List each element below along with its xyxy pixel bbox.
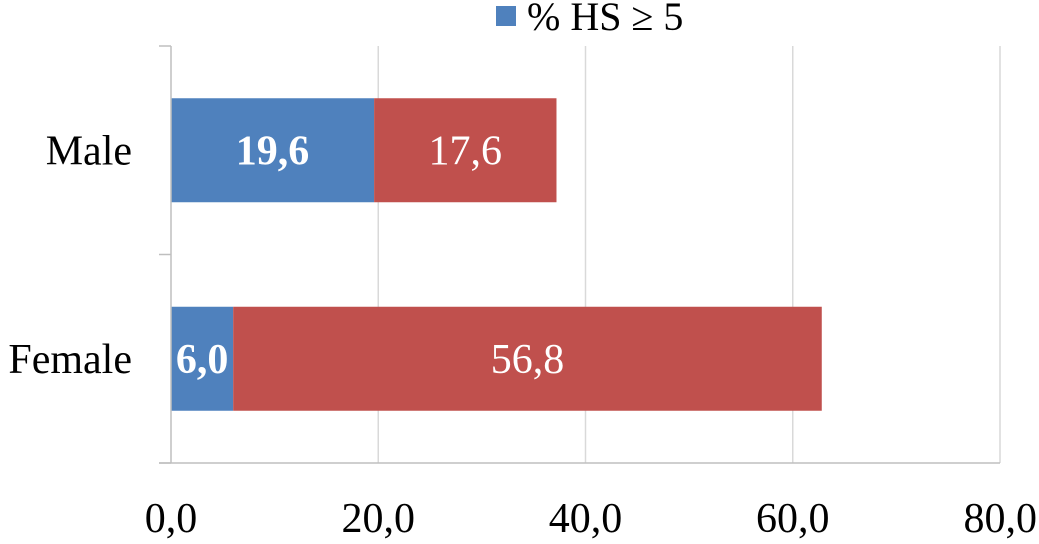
data-label: 19,6 bbox=[236, 128, 310, 174]
legend: % HS ≥ 5 bbox=[496, 0, 683, 39]
data-label: 17,6 bbox=[429, 128, 503, 174]
axes: Male Female 0,0 20,0 40,0 60,0 80,0 bbox=[8, 45, 1038, 542]
x-tick-label: 0,0 bbox=[145, 496, 198, 539]
x-tick-label: 40,0 bbox=[549, 496, 623, 539]
legend-label: % HS ≥ 5 bbox=[527, 0, 683, 39]
x-tick-label: 20,0 bbox=[342, 496, 416, 539]
category-label: Male bbox=[46, 128, 132, 174]
data-label: 56,8 bbox=[491, 337, 565, 383]
bar-segment bbox=[171, 98, 375, 203]
legend-swatch bbox=[496, 6, 516, 26]
bar-segment bbox=[233, 306, 822, 411]
data-label: 6,0 bbox=[176, 337, 229, 383]
bars bbox=[171, 98, 822, 411]
bar-segment bbox=[374, 98, 557, 203]
x-tick-label: 60,0 bbox=[756, 496, 830, 539]
bar-segment bbox=[171, 306, 234, 411]
data-labels: 19,6 17,6 6,0 56,8 bbox=[176, 128, 564, 383]
x-tick-label: 80,0 bbox=[964, 496, 1038, 539]
category-label: Female bbox=[8, 337, 132, 383]
